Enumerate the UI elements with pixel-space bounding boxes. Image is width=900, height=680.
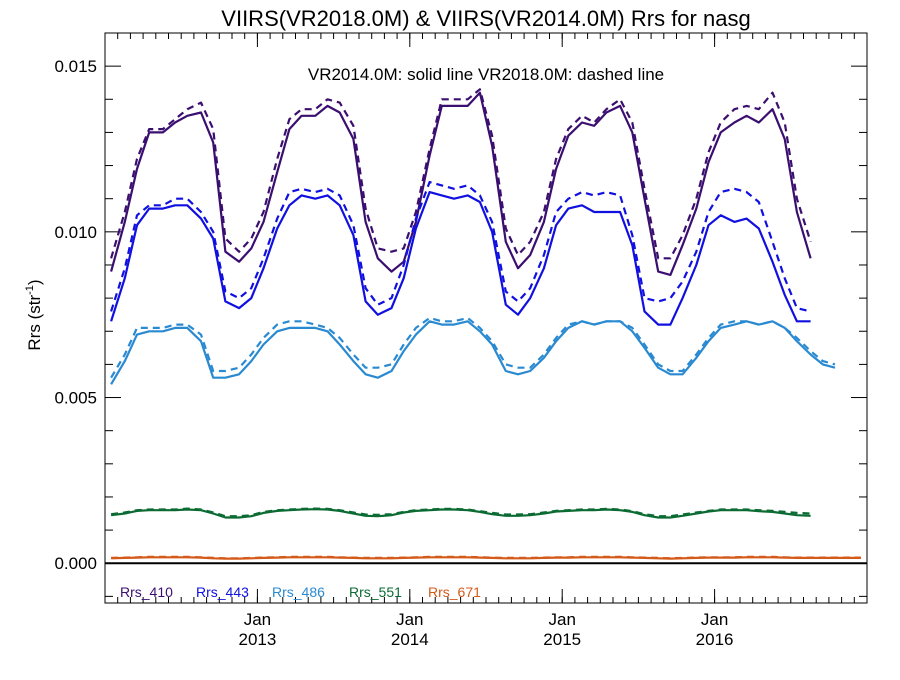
series-line-rrs-410-solid — [110, 91, 812, 276]
line-style-annotation: VR2014.0M: solid line VR2018.0M: dashed … — [308, 65, 664, 84]
plot-area: 0.0000.0050.0100.015Jan2013Jan2014Jan201… — [54, 32, 868, 649]
series-line-rrs-671-dashed — [111, 555, 861, 560]
x-tick-year-label: 2016 — [696, 630, 734, 649]
y-axis-label-end: ) — [25, 279, 44, 285]
y-tick-label: 0.000 — [54, 554, 97, 573]
x-tick-month-label: Jan — [701, 610, 728, 629]
y-axis-label: Rrs (str-1) — [24, 279, 44, 350]
y-axis-label-superscript: -1 — [24, 285, 36, 295]
y-tick-label: 0.015 — [54, 57, 97, 76]
series-line-rrs-410-dashed — [110, 88, 812, 260]
y-axis-label-main: Rrs (str — [25, 295, 44, 351]
legend-entry-rrs-486: Rrs_486 — [272, 584, 325, 600]
legend-entry-rrs-410: Rrs_410 — [120, 584, 173, 600]
x-tick-year-label: 2013 — [238, 630, 276, 649]
x-tick-month-label: Jan — [396, 610, 423, 629]
x-tick-year-label: 2014 — [391, 630, 429, 649]
x-tick-year-label: 2015 — [543, 630, 581, 649]
y-tick-label: 0.005 — [54, 389, 97, 408]
chart-title: VIIRS(VR2018.0M) & VIIRS(VR2014.0M) Rrs … — [221, 6, 750, 31]
legend-entry-rrs-443: Rrs_443 — [196, 584, 249, 600]
series-line-rrs-551-solid — [110, 508, 811, 519]
legend-entry-rrs-671: Rrs_671 — [428, 584, 481, 600]
y-tick-label: 0.010 — [54, 223, 97, 242]
series-line-rrs-443-dashed — [110, 181, 811, 313]
x-tick-month-label: Jan — [244, 610, 271, 629]
x-tick-month-label: Jan — [548, 610, 575, 629]
series-line-rrs-486-dashed — [110, 316, 836, 379]
legend-entry-rrs-551: Rrs_551 — [349, 584, 402, 600]
series-line-rrs-486-solid — [110, 320, 836, 385]
series-line-rrs-551-dashed — [110, 507, 811, 518]
series-line-rrs-443-solid — [110, 191, 811, 326]
